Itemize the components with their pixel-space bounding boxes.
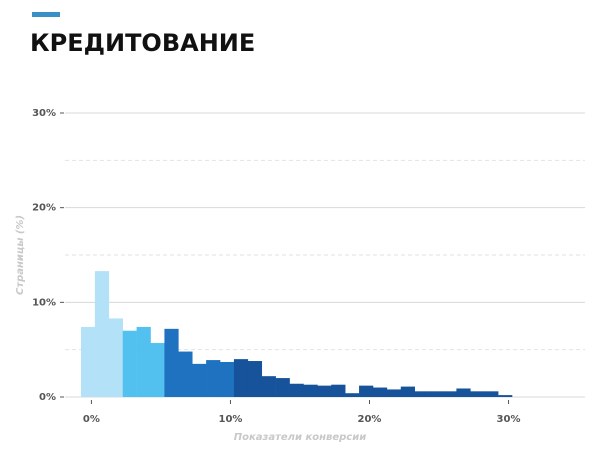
bar: [122, 330, 137, 397]
x-tick-label: 10%: [218, 414, 242, 425]
bar: [428, 391, 443, 397]
y-tick-label: 30%: [32, 108, 56, 119]
bar: [220, 361, 235, 397]
bar: [108, 318, 124, 397]
bar: [470, 391, 485, 397]
y-tick-label: 0%: [39, 392, 56, 403]
y-tick-label: 10%: [32, 297, 56, 308]
bar: [233, 359, 249, 397]
bar: [386, 389, 402, 397]
bar: [331, 384, 346, 397]
bar: [289, 383, 304, 397]
bar: [275, 378, 290, 397]
bar: [400, 386, 415, 397]
bar: [150, 343, 165, 397]
bar: [345, 393, 360, 397]
x-tick-label: 20%: [358, 414, 382, 425]
bar: [372, 387, 388, 397]
bar: [164, 328, 179, 397]
x-tick-label: 30%: [497, 414, 521, 425]
bar: [192, 363, 207, 397]
bar: [442, 391, 457, 397]
x-axis-title: Показатели конверсии: [234, 432, 367, 443]
bar: [261, 376, 276, 397]
bar: [484, 391, 499, 397]
bar: [359, 385, 374, 397]
bar: [303, 384, 318, 397]
bar: [80, 326, 96, 397]
bar: [247, 361, 263, 397]
bar: [206, 360, 221, 397]
chart-title: КРЕДИТОВАНИЕ: [30, 29, 255, 57]
title-accent: [32, 12, 60, 17]
x-tick-label: 0%: [83, 414, 100, 425]
y-axis-title: Страницы (%): [15, 215, 26, 295]
bar: [94, 271, 110, 397]
y-tick-label: 20%: [32, 203, 56, 214]
bar: [414, 391, 429, 397]
bar: [317, 385, 332, 397]
bar: [456, 388, 471, 397]
bar: [136, 326, 151, 397]
bar: [498, 395, 513, 397]
bar: [178, 351, 193, 397]
